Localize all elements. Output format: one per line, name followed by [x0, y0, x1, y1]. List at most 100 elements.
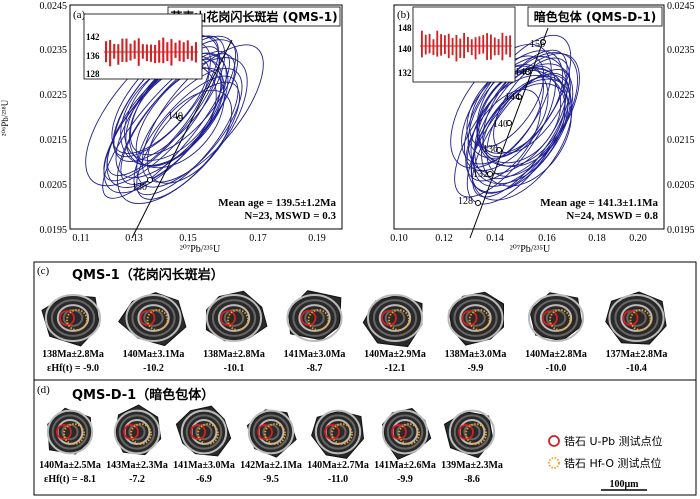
panel-c-title: QMS-1（花岗闪长斑岩） [72, 267, 224, 283]
xtick: 0.18 [588, 233, 606, 244]
xtick: 0.15 [179, 233, 197, 244]
upb-spot [622, 310, 639, 326]
growth-zone [378, 304, 412, 332]
xtick: 0.19 [308, 233, 326, 244]
error-ellipse [465, 89, 541, 182]
panel-a-n-mswd: N=23, MSWD = 0.3 [244, 210, 336, 222]
age-bar [162, 37, 165, 64]
panel-b-concordia-label: 156 [530, 39, 545, 50]
upb-spot [123, 424, 139, 440]
growth-zone [453, 299, 498, 337]
growth-zone [608, 294, 665, 342]
grain-age: 143Ma±2.3Ma [106, 460, 168, 471]
age-bar [121, 38, 124, 62]
grain-age: 140Ma±3.1Ma [123, 349, 185, 360]
growth-zone [447, 294, 504, 342]
panel-b-concordia-label: 132 [473, 169, 488, 180]
panel-b-title: 暗色包体 (QMS-D-1) [534, 9, 656, 24]
panel-a-concordia-point [147, 177, 153, 183]
age-bar [194, 42, 197, 63]
ytick: 0.0235 [667, 45, 695, 56]
growth-zone [381, 409, 429, 455]
xtick: 0.16 [538, 233, 556, 244]
growth-zone [217, 304, 251, 332]
concordia-point [496, 147, 502, 153]
grain-age: 138Ma±2.8Ma [42, 349, 104, 360]
hfo-spot [629, 309, 652, 331]
growth-zone [46, 409, 94, 455]
inset-ytick: 132 [398, 68, 412, 78]
hfo-spot [331, 423, 353, 445]
grain-ehf: εHf(t) = -8.1 [44, 474, 96, 485]
upb-spot [461, 310, 478, 326]
error-ellipse [466, 72, 570, 205]
hfo-spot [264, 423, 286, 445]
panel-b-concordia-label: 136 [483, 144, 498, 155]
age-bar [174, 42, 177, 58]
age-bar [154, 44, 157, 64]
hfo-spot [63, 423, 85, 445]
legend-hfo: 锆石 Hf-O 测试点位 [564, 456, 661, 470]
age-bar [424, 34, 427, 55]
panel-b-concordia-label: 128 [458, 196, 473, 207]
age-bar [447, 33, 450, 59]
concordia-point [506, 120, 512, 126]
grain-age: 137Ma±2.8Ma [606, 349, 668, 360]
grain-ehf: -10.1 [224, 363, 245, 374]
age-bar [451, 38, 454, 56]
error-ellipse [467, 56, 568, 175]
age-bar [170, 39, 173, 66]
upb-spot [220, 310, 236, 326]
hfo-spot [130, 423, 152, 445]
xtick: 0.10 [390, 233, 408, 244]
age-bar [455, 35, 458, 62]
growth-zone [247, 409, 295, 455]
age-bar [133, 40, 136, 59]
concordia-point [475, 200, 481, 206]
grain-ehf: -12.1 [385, 363, 406, 374]
error-ellipse [463, 34, 572, 172]
growth-zone [386, 414, 424, 450]
grain-age: 139Ma±2.3Ma [441, 460, 503, 471]
grain-ehf: -11.0 [328, 474, 348, 485]
error-ellipse [486, 74, 572, 177]
growth-zone [137, 304, 170, 332]
error-ellipse [136, 81, 240, 200]
age-bar [141, 44, 144, 59]
hfo-spot [66, 309, 88, 331]
xtick: 0.14 [486, 233, 504, 244]
grain-ehf: -8.6 [464, 474, 480, 485]
panel-a-concordia-label: 130 [132, 182, 147, 193]
upb-spot [190, 424, 206, 440]
hfo-spot [549, 309, 571, 331]
growth-zone [131, 299, 176, 337]
error-ellipse [106, 52, 227, 188]
error-ellipse [474, 52, 578, 180]
panel-b-n-mswd: N=24, MSWD = 0.8 [566, 210, 658, 222]
panel-a-label: (a) [73, 9, 86, 21]
ytick: 0.0235 [40, 45, 68, 56]
age-bar [463, 32, 465, 59]
growth-zone [44, 294, 102, 342]
hfo-spot [146, 309, 169, 331]
grain-ehf: -10.0 [546, 363, 567, 374]
grain-ehf: εHf(t) = -9.0 [47, 363, 99, 374]
hfo-spot [307, 309, 330, 331]
age-bar [428, 33, 431, 54]
hfo-spot [398, 423, 420, 445]
age-bar [137, 38, 140, 66]
hfo-spot [465, 423, 487, 445]
grain-ehf: -8.7 [307, 363, 323, 374]
age-bar [158, 40, 161, 63]
error-ellipse [466, 65, 549, 159]
growth-zone [292, 299, 337, 337]
age-bar [444, 35, 446, 55]
age-bar [509, 35, 511, 58]
panel-a-mean-age: Mean age = 139.5±1.2Ma [218, 197, 336, 209]
age-bar [190, 45, 193, 61]
age-bar [490, 34, 492, 60]
error-ellipse [124, 55, 222, 161]
grain-age: 142Ma±2.1Ma [240, 460, 302, 471]
inset-ytick: 140 [398, 44, 412, 54]
